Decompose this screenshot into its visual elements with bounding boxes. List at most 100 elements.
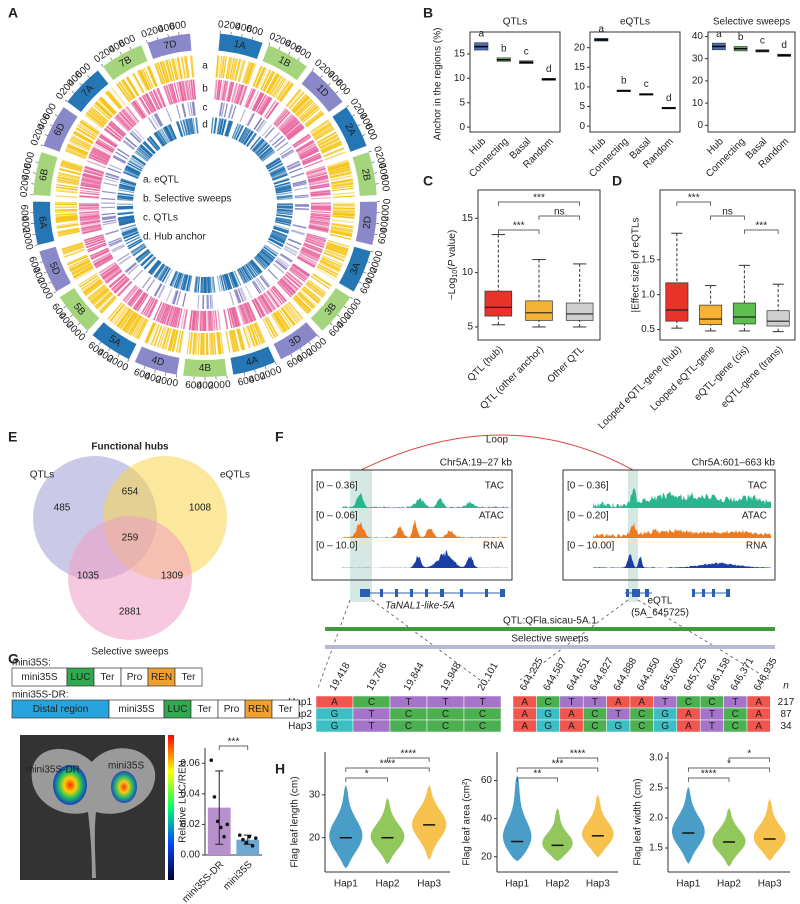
track-feature [187,275,192,292]
circos-tick-label: 400 [19,215,32,233]
track-feature [55,217,78,221]
track-feature [218,55,223,78]
group-letter: a [598,24,604,35]
subplot-title: Selective sweeps [713,17,790,28]
track-feature [269,132,280,143]
track-feature [166,59,173,82]
track-feature [295,99,313,116]
circos-tick-label: 600 [185,380,203,392]
region-label: Chr5A:601–663 kb [692,458,776,469]
group-letter: c [644,79,649,90]
track-feature [234,289,241,304]
track-feature [269,166,285,175]
track-feature [123,285,138,302]
track-feature [310,194,331,198]
track-feature [56,222,79,227]
track-feature [279,146,292,156]
track-feature [288,167,303,174]
track-feature [264,244,279,255]
eqtl-label: (5A_645725) [631,608,689,619]
track-feature [57,176,80,182]
track-feature [308,180,329,186]
track-feature [282,276,298,292]
y-tick-label: 30 [692,53,704,64]
track-feature [288,91,305,110]
track-feature [286,242,300,250]
track-feature [260,97,272,116]
track-feature [71,136,92,148]
track-feature [249,136,261,150]
allele: A [521,721,528,732]
panel-label: D [612,173,622,189]
significance-label: *** [552,759,564,770]
track-feature [143,94,154,113]
track-feature [229,307,236,328]
track-feature [175,307,181,328]
track-feature [196,117,199,134]
track-feature [101,264,119,278]
track-feature [126,288,141,305]
track-feature [223,309,229,329]
track-feature [260,250,274,262]
track-feature [105,269,122,283]
track-feature [232,307,240,327]
track-feature [312,273,332,286]
track-feature [260,98,273,116]
y-axis-label: Relative LUC/REN [178,760,189,843]
track-feature [162,127,172,143]
track-feature [182,274,188,291]
significance-label: **** [701,769,717,780]
track-range: [0 – 10.00] [567,541,614,552]
track-feature [271,286,285,304]
track-feature [186,80,191,101]
track-feature [101,297,118,314]
track-feature [95,292,113,309]
track-feature [61,242,83,251]
track-feature [331,185,354,190]
track-feature [80,184,101,189]
chromosome-arc [352,152,377,196]
subplot-title: QTLs [503,17,527,28]
circos-tick [311,67,315,71]
track-feature [283,305,298,324]
track-feature [297,143,316,155]
track-feature [267,160,282,170]
track-feature [94,102,112,119]
significance-bracket [497,201,581,206]
circos-tick [320,75,323,78]
track-feature [255,94,267,113]
track-feature [83,170,104,177]
circos-tick-label: 600 [26,255,42,275]
track-feature [277,113,293,129]
construct-part-label: LUC [167,704,187,715]
track-feature [63,248,86,258]
track-feature [175,272,182,289]
track-feature [122,284,137,301]
track-feature [184,56,189,79]
track-feature [211,294,214,309]
track-feature [310,189,331,193]
track-feature [81,224,102,230]
track-feature [81,179,102,185]
track-feature [223,80,229,101]
track-feature [222,274,228,291]
track-feature [242,327,251,349]
track-feature [287,301,304,320]
legend-text: a. eQTL [143,175,180,186]
track-feature [309,183,330,188]
track-feature [213,117,217,134]
track-feature [310,275,330,290]
track-feature [100,96,117,114]
track-feature [157,285,165,299]
track-feature [82,172,103,179]
track-feature [331,185,354,190]
track-feature [318,136,339,148]
circos-tick [54,114,58,117]
track-feature [212,276,216,293]
track-feature [259,147,273,159]
track-feature [106,125,123,140]
track-feature [292,297,309,315]
chromosome-arc [273,322,318,360]
track-feature [248,324,258,346]
circos-tick-label: 0 [380,199,391,205]
